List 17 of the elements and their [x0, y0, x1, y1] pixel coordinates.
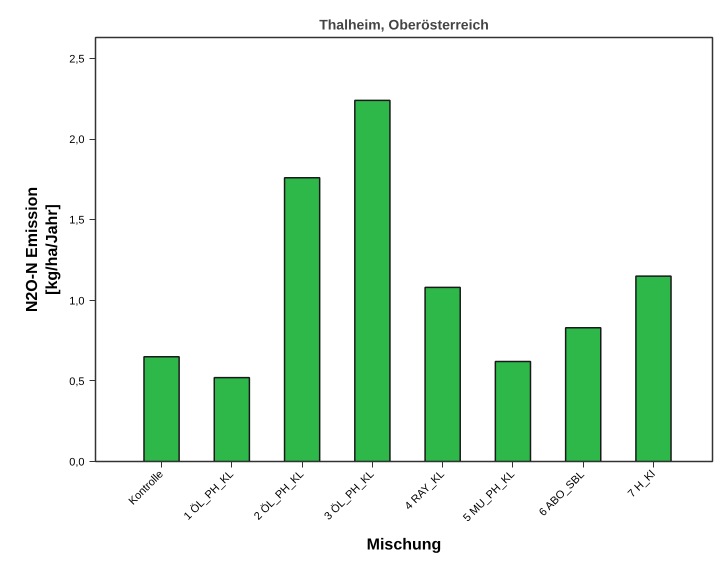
y-axis-title: N2O-N Emission [kg/ha/Jahr] [24, 186, 62, 312]
y-tick-label: 1,0 [69, 295, 85, 308]
chart-title: Thalheim, Oberösterreich [319, 16, 489, 32]
bar [424, 286, 461, 462]
bar [284, 177, 320, 462]
y-tick-label: 0,5 [69, 376, 85, 388]
bar [635, 275, 672, 462]
bar [354, 100, 391, 462]
y-tick-label: 2,0 [69, 134, 85, 146]
bar [214, 376, 250, 462]
bar [494, 360, 532, 462]
x-axis-title: Mischung [366, 536, 442, 554]
y-tick-label: 0,0 [69, 456, 85, 468]
bar [564, 326, 602, 462]
y-tick-label: 1,5 [69, 214, 85, 227]
y-tick-label: 2,5 [69, 53, 85, 66]
bar [143, 356, 180, 462]
